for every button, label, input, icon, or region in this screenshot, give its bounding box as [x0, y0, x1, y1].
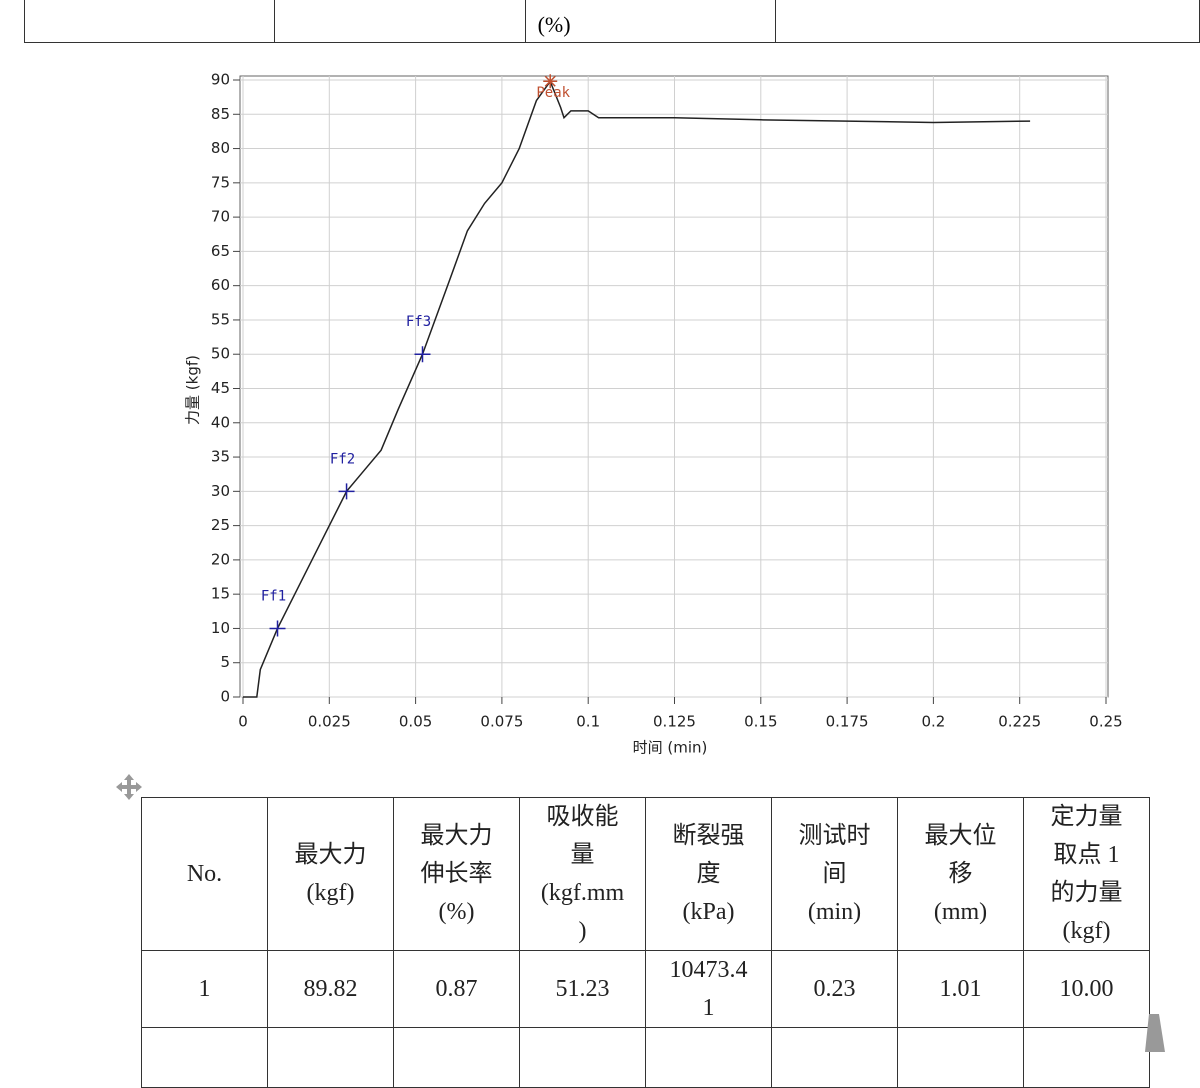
y-tick-label: 60	[211, 276, 230, 294]
empty-cell	[141, 1027, 268, 1088]
top-row: (%)	[24, 0, 1200, 43]
x-tick-label: 0.025	[308, 713, 351, 731]
empty-cell	[267, 1027, 394, 1088]
marker-label: Ff1	[261, 588, 286, 604]
data-cell: 0.23	[771, 950, 898, 1028]
y-tick-label: 45	[211, 379, 230, 397]
empty-cell	[393, 1027, 520, 1088]
y-tick-label: 70	[211, 208, 230, 226]
move-handle[interactable]	[114, 772, 144, 802]
marker	[269, 620, 286, 637]
x-tick-label: 0.05	[399, 713, 432, 731]
data-row: 1 89.82 0.87 51.23 10473.41 0.23 1.01 10.00	[141, 950, 1150, 1028]
y-tick-label: 40	[211, 413, 230, 431]
cell-text: 0.23	[813, 976, 856, 1002]
cell	[273, 0, 526, 43]
empty-cell	[645, 1027, 772, 1088]
x-tick-label: 0.075	[480, 713, 523, 731]
cell: (%)	[524, 0, 777, 43]
x-tick-label: 0.225	[998, 713, 1041, 731]
marker-label: Ff3	[406, 314, 431, 330]
header-row: No. 最大力 (kgf) 最大力 伸长率 (%) 吸收能 量 (kgf.mm ) 断裂…	[141, 797, 1150, 951]
header-cell: 最大力 (kgf)	[267, 797, 394, 951]
data-cell: 10.00	[1023, 950, 1150, 1028]
y-tick-label: 15	[211, 585, 230, 603]
header-cell: 断裂强 度 (kPa)	[645, 797, 772, 951]
cell-text: 1.01	[939, 976, 982, 1002]
y-axis-label: 力量 (kgf)	[184, 355, 202, 425]
data-cell: 51.23	[519, 950, 646, 1028]
x-tick-label: 0.125	[653, 713, 696, 731]
x-tick-label: 0.175	[826, 713, 869, 731]
y-tick-label: 65	[211, 242, 230, 260]
x-tick-label: 0.1	[576, 713, 600, 731]
empty-cell	[1023, 1027, 1150, 1088]
header-cell: 最大力 伸长率 (%)	[393, 797, 520, 951]
empty-row	[141, 1027, 1150, 1088]
marker-label: Ff2	[330, 451, 355, 467]
marker-label: Peak	[536, 85, 570, 101]
x-tick-label: 0	[238, 713, 248, 731]
data-cell: 89.82	[267, 950, 394, 1028]
resize-handle[interactable]	[1143, 1012, 1173, 1052]
header-cell: 测试时 间 (min)	[771, 797, 898, 951]
result-table: No. 最大力 (kgf) 最大力 伸长率 (%) 吸收能 量 (kgf.mm ) 断裂…	[141, 797, 1150, 1088]
top-table: (%)	[24, 0, 1200, 43]
cell-text: 89.82	[303, 976, 358, 1002]
header-cell: 定力量 取点 1 的力量 (kgf)	[1023, 797, 1150, 951]
chart: 时间 (min) 力量 (kgf) 0 5 10 15 20 25 30 35 40 45 50 55…	[184, 71, 1123, 757]
force-curve	[243, 79, 1031, 698]
header-cell: No.	[141, 797, 268, 951]
x-tick-label: 0.2	[921, 713, 945, 731]
x-tick-label: 0.15	[744, 713, 777, 731]
resize-icon	[1145, 1014, 1165, 1052]
page: (%) 时间 (min) 力量 (kgf) 0 5 10 15 20 25 30 35 40 45…	[24, 0, 1200, 1088]
cell	[775, 0, 1200, 43]
x-axis-label: 时间 (min)	[633, 739, 708, 757]
y-tick-label: 55	[211, 310, 230, 328]
header-cell: 最大位 移 (mm)	[897, 797, 1024, 951]
y-tick-label: 50	[211, 345, 230, 363]
y-tick-label: 0	[220, 688, 230, 706]
cell-text: 0.87	[435, 976, 478, 1002]
cell-text: 10473.41	[669, 957, 748, 1021]
y-tick-label: 75	[211, 173, 230, 191]
cell-text: 1	[198, 976, 211, 1002]
y-tick-label: 90	[211, 71, 230, 89]
cell	[24, 0, 275, 43]
empty-cell	[771, 1027, 898, 1088]
marker	[543, 74, 558, 89]
y-tick-label: 10	[211, 619, 230, 637]
cell-text: 51.23	[555, 976, 610, 1002]
y-tick-label: 25	[211, 516, 230, 534]
empty-cell	[897, 1027, 1024, 1088]
header-cell: 吸收能 量 (kgf.mm )	[519, 797, 646, 951]
y-tick-label: 30	[211, 482, 230, 500]
x-tick-label: 0.25	[1089, 713, 1122, 731]
cell-text: 10.00	[1059, 976, 1114, 1002]
data-cell: 1	[141, 950, 268, 1028]
marker	[414, 346, 431, 363]
data-cell: 10473.41	[645, 950, 772, 1028]
y-tick-label: 80	[211, 139, 230, 157]
data-cell: 0.87	[393, 950, 520, 1028]
data-cell: 1.01	[897, 950, 1024, 1028]
marker	[338, 483, 355, 500]
y-tick-label: 85	[211, 105, 230, 123]
y-tick-label: 5	[220, 653, 230, 671]
y-tick-label: 35	[211, 448, 230, 466]
y-tick-label: 20	[211, 550, 230, 568]
move-icon	[116, 774, 142, 800]
empty-cell	[519, 1027, 646, 1088]
